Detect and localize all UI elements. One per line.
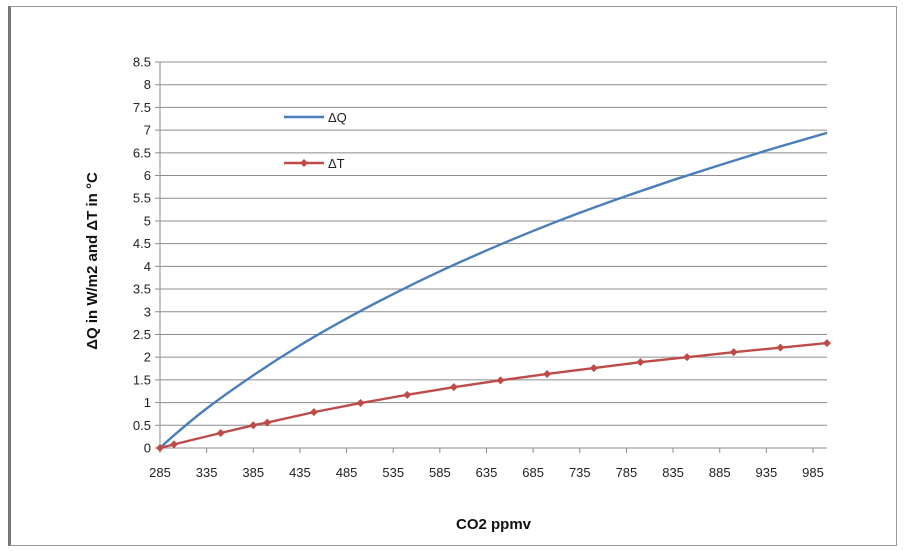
x-tick-label: 535 [382,465,404,480]
data-point-delta-t [496,376,505,385]
y-tick-label: 2 [144,350,151,365]
y-tick-label: 7.5 [133,100,151,115]
x-tick-label: 585 [429,465,451,480]
x-tick-label: 785 [616,465,638,480]
x-tick-label: 335 [196,465,218,480]
series-line-delta-t [159,341,828,450]
y-tick-label: 1 [144,395,151,410]
y-tick-label: 5.5 [133,191,151,206]
x-tick-label: 735 [569,465,591,480]
legend-label-delta-t: ΔT [328,156,345,171]
y-tick-label: 3.5 [133,282,151,297]
legend-label-delta-q: ΔQ [328,110,347,125]
y-tick-label: 5 [144,213,151,228]
data-point-delta-t [169,440,178,449]
legend: ΔQ ΔT [284,110,347,171]
y-tick-label: 4.5 [133,236,151,251]
chart-frame: 0 0.5 1 1.5 2 2.5 3 3.5 4 4.5 5 5.5 6 6.5 7 7.5 8 8.5 285… [8,6,897,546]
data-point-delta-t [449,383,458,392]
x-tick-label: 385 [242,465,264,480]
data-point-delta-t [263,418,272,427]
x-tick-label: 685 [522,465,544,480]
line-chart: 0 0.5 1 1.5 2 2.5 3 3.5 4 4.5 5 5.5 6 6.5 7 7.5 8 8.5 285… [84,55,831,533]
data-point-delta-t [683,353,692,362]
data-point-delta-t [636,358,645,367]
x-tick-label: 935 [756,465,778,480]
x-axis-title: CO2 ppmv [456,516,532,533]
data-point-delta-t [729,348,738,357]
data-point-delta-t [216,429,225,438]
data-point-delta-t [589,364,598,373]
y-tick-label: 1.5 [133,372,151,387]
data-point-delta-t [249,421,258,430]
x-tick-label: 835 [662,465,684,480]
y-tick-label: 2.5 [133,327,151,342]
data-point-delta-t [403,390,412,399]
x-tick-label: 985 [802,465,824,480]
y-tick-label: 8 [144,77,151,92]
series-line-delta-q [159,131,828,449]
series-layer [156,131,831,452]
y-tick-label: 6 [144,168,151,183]
data-point-delta-t [156,444,164,452]
data-point-delta-t [776,343,785,352]
y-tick-label: 0.5 [133,418,151,433]
data-point-delta-t [356,399,365,408]
x-tick-label: 435 [289,465,311,480]
y-tick-label: 8.5 [133,55,151,70]
y-tick-label: 6.5 [133,145,151,160]
y-axis-ticks: 0 0.5 1 1.5 2 2.5 3 3.5 4 4.5 5 5.5 6 6.5 7 7.5 8 8.5 [133,55,160,456]
data-point-delta-t [823,339,831,348]
y-axis-title: ΔQ in W/m2 and ΔT in °C [84,172,101,350]
x-axis-ticks: 285 335 385 435 485 535 585 635 685 735 785 835 885 9… [149,448,824,480]
y-tick-label: 0 [144,441,151,456]
legend-marker-delta-t [300,159,308,167]
gridlines [160,61,827,426]
x-tick-label: 635 [476,465,498,480]
x-tick-label: 285 [149,465,171,480]
data-point-delta-t [309,408,318,417]
data-point-delta-t [543,369,552,378]
y-tick-label: 4 [144,259,151,274]
x-tick-label: 485 [336,465,358,480]
x-tick-label: 885 [709,465,731,480]
y-tick-label: 7 [144,123,151,138]
y-tick-label: 3 [144,304,151,319]
